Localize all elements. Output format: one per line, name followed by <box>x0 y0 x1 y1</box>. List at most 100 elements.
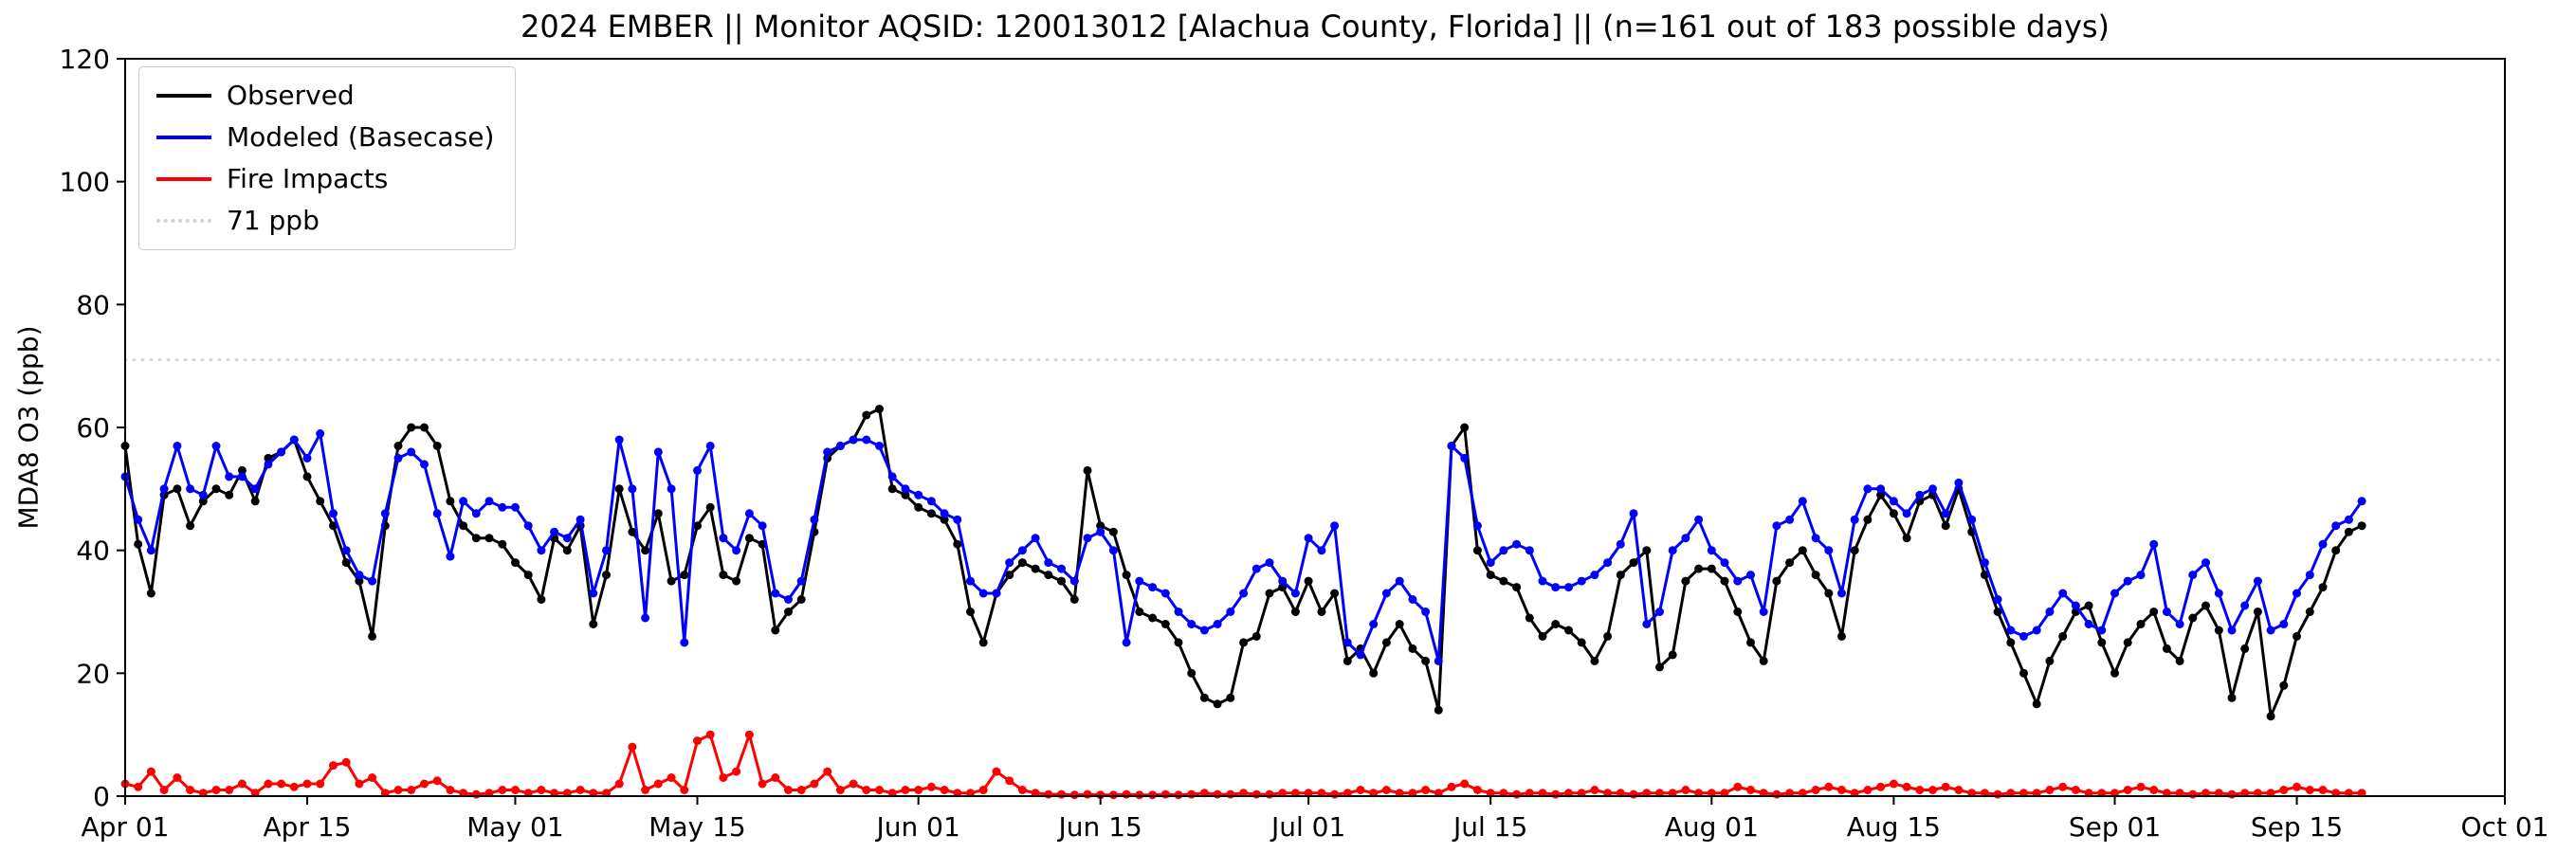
modeled-marker <box>2331 521 2341 531</box>
modeled-marker <box>1239 589 1249 598</box>
y-tick-label: 120 <box>60 44 110 75</box>
observed-marker <box>1733 608 1743 616</box>
modeled-marker <box>602 546 611 555</box>
modeled-marker <box>1629 509 1638 518</box>
modeled-marker <box>146 546 155 555</box>
observed-marker <box>1499 576 1508 586</box>
observed-marker <box>523 571 533 580</box>
fire-marker <box>1148 790 1158 800</box>
fire-marker <box>771 773 780 782</box>
observed-marker <box>407 423 416 432</box>
modeled-marker <box>1993 595 2002 604</box>
fire-marker <box>1460 779 1470 789</box>
observed-marker <box>446 497 455 506</box>
modeled-marker <box>875 442 884 450</box>
observed-marker <box>1577 638 1586 647</box>
modeled-marker <box>1187 620 1197 628</box>
modeled-marker <box>1460 453 1470 463</box>
fire-marker <box>432 776 442 786</box>
fire-marker <box>1069 790 1079 800</box>
observed-marker <box>2227 693 2237 702</box>
modeled-marker <box>1108 546 1118 555</box>
fire-line-sample <box>156 177 211 181</box>
modeled-marker <box>2305 571 2314 580</box>
legend-label-observed: Observed <box>227 80 355 111</box>
fire-marker <box>1928 786 1937 794</box>
observed-marker <box>2293 631 2301 641</box>
x-tick-label: May 01 <box>466 811 563 843</box>
observed-marker <box>1564 626 1573 635</box>
fire-marker <box>614 779 624 789</box>
fire-marker <box>1251 789 1261 799</box>
fire-marker <box>1160 789 1170 799</box>
observed-marker <box>2019 668 2028 678</box>
observed-marker <box>1902 534 1911 543</box>
modeled-marker <box>1837 589 1846 598</box>
modeled-marker <box>784 595 793 604</box>
observed-marker <box>1057 576 1066 586</box>
fire-marker <box>641 786 650 794</box>
fire-marker <box>237 779 247 789</box>
fire-marker <box>1226 789 1235 799</box>
fire-marker <box>2227 789 2237 799</box>
observed-marker <box>1512 583 1522 592</box>
modeled-marker <box>380 509 390 518</box>
fire-marker <box>2045 786 2055 794</box>
observed-marker <box>1317 608 1326 616</box>
observed-marker <box>1460 423 1470 432</box>
modeled-marker <box>2019 631 2028 641</box>
fire-marker <box>1017 786 1027 794</box>
observed-marker <box>2318 583 2328 592</box>
modeled-marker <box>992 589 1001 598</box>
modeled-marker <box>1199 626 1209 635</box>
fire-marker <box>1954 786 1964 794</box>
fire-marker <box>341 757 351 767</box>
fire-marker <box>653 779 663 789</box>
observed-marker <box>1824 589 1834 598</box>
observed-marker <box>1083 465 1092 475</box>
observed-marker <box>1031 564 1040 573</box>
fire-marker <box>1863 786 1873 794</box>
fire-marker <box>784 786 793 794</box>
fire-marker <box>901 786 910 794</box>
modeled-marker <box>1863 484 1873 494</box>
fire-marker <box>940 786 949 794</box>
modeled-marker <box>2227 626 2237 635</box>
modeled-marker <box>1304 534 1313 543</box>
observed-marker <box>2188 613 2198 623</box>
observed-marker <box>1160 620 1170 628</box>
observed-marker <box>1668 650 1677 660</box>
observed-marker <box>1707 564 1716 573</box>
observed-marker <box>1694 564 1704 573</box>
observed-marker <box>186 521 195 531</box>
fire-marker <box>1733 782 1743 791</box>
observed-marker <box>1408 644 1417 653</box>
modeled-marker <box>1785 515 1795 524</box>
fire-marker <box>225 786 234 794</box>
modeled-marker <box>1772 521 1781 531</box>
y-tick-label: 20 <box>76 658 110 689</box>
legend-item-observed: Observed <box>156 81 494 111</box>
observed-marker <box>498 539 507 549</box>
observed-marker <box>2305 608 2314 616</box>
observed-marker <box>146 589 155 598</box>
modeled-marker <box>341 546 351 555</box>
modeled-marker <box>1057 564 1066 573</box>
modeled-marker <box>940 509 949 518</box>
fire-marker <box>2318 786 2328 794</box>
fire-marker <box>1421 786 1431 794</box>
fire-marker <box>719 773 728 782</box>
legend-label-modeled: Modeled (Basecase) <box>227 121 495 153</box>
modeled-marker <box>2136 571 2146 580</box>
observed-marker <box>1044 571 1053 580</box>
x-tick-label: Sep 01 <box>2069 811 2161 843</box>
modeled-marker <box>1031 534 1040 543</box>
fire-line <box>124 733 2363 797</box>
observed-marker <box>1381 638 1391 647</box>
modeled-marker <box>1160 589 1170 598</box>
fire-marker <box>2136 782 2146 791</box>
observed-marker <box>1395 620 1404 628</box>
fire-marker <box>1108 790 1118 800</box>
modeled-marker <box>1069 576 1079 586</box>
